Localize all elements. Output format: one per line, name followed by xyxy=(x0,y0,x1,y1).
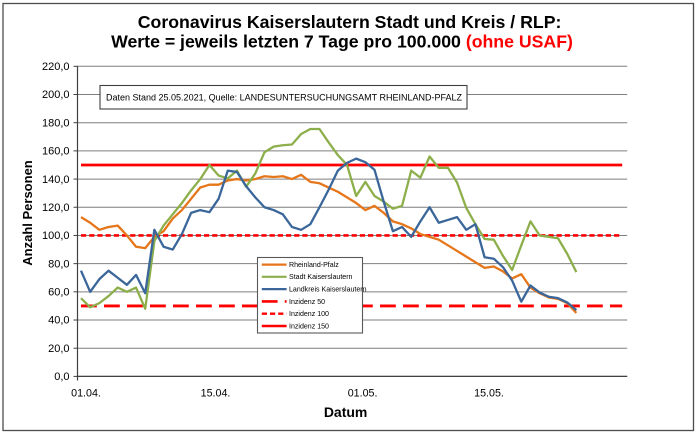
svg-text:0,0: 0,0 xyxy=(54,371,69,383)
svg-text:200,0: 200,0 xyxy=(42,89,70,101)
svg-text:140,0: 140,0 xyxy=(42,174,70,186)
svg-text:220,0: 220,0 xyxy=(42,61,70,73)
svg-text:Werte = jeweils letzten 7 Tage: Werte = jeweils letzten 7 Tage pro 100.0… xyxy=(111,31,573,51)
svg-text:Stadt Kaiserslautern: Stadt Kaiserslautern xyxy=(289,274,353,281)
svg-text:Datum: Datum xyxy=(324,404,368,420)
svg-text:80,0: 80,0 xyxy=(48,258,69,270)
svg-text:180,0: 180,0 xyxy=(42,117,70,129)
svg-text:60,0: 60,0 xyxy=(48,287,69,299)
svg-text:Landkreis Kaiserslautern: Landkreis Kaiserslautern xyxy=(289,287,367,294)
svg-text:Coronavirus Kaiserslautern Sta: Coronavirus Kaiserslautern Stadt und Kre… xyxy=(138,12,562,32)
svg-text:15.05.: 15.05. xyxy=(474,388,504,400)
svg-text:120,0: 120,0 xyxy=(42,202,70,214)
svg-text:Inzidenz 150: Inzidenz 150 xyxy=(289,323,329,330)
svg-text:40,0: 40,0 xyxy=(48,315,69,327)
svg-text:160,0: 160,0 xyxy=(42,146,70,158)
svg-text:15.04.: 15.04. xyxy=(201,388,231,400)
svg-text:01.05.: 01.05. xyxy=(348,388,378,400)
svg-text:Daten Stand 25.05.2021, Quelle: Daten Stand 25.05.2021, Quelle: LANDESUN… xyxy=(106,93,462,103)
svg-text:Inzidenz 100: Inzidenz 100 xyxy=(289,311,329,318)
svg-text:01.04.: 01.04. xyxy=(71,388,101,400)
svg-text:Inzidenz 50: Inzidenz 50 xyxy=(289,299,325,306)
svg-text:Anzahl Personen: Anzahl Personen xyxy=(20,160,35,266)
svg-text:Rheinland-Pfalz: Rheinland-Pfalz xyxy=(289,262,339,269)
svg-text:100,0: 100,0 xyxy=(42,230,70,242)
svg-text:20,0: 20,0 xyxy=(48,343,69,355)
